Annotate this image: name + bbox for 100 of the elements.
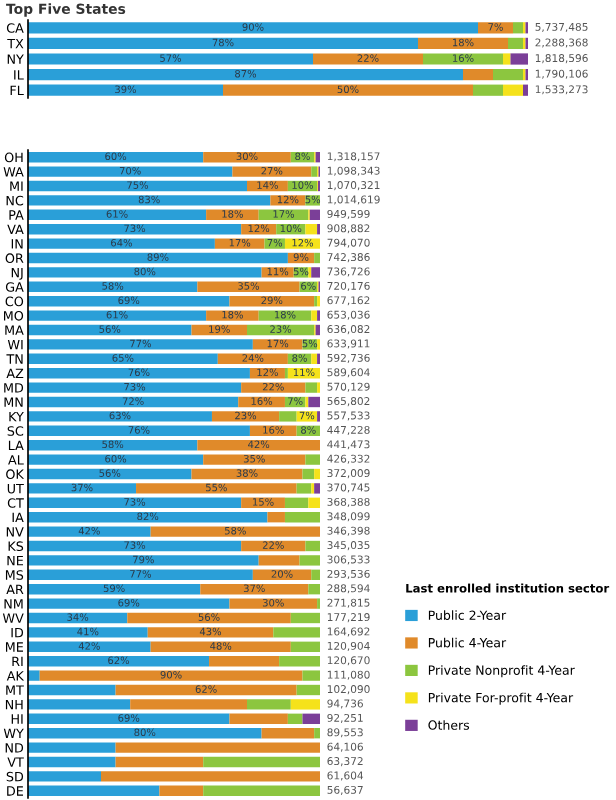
bar: [503, 53, 511, 65]
bar: [296, 684, 320, 696]
bar: [273, 627, 320, 638]
bar: [28, 180, 247, 192]
bar: [252, 339, 303, 350]
bar: [279, 411, 297, 422]
bar: [418, 37, 508, 50]
bar: [503, 84, 523, 96]
bar: [191, 468, 303, 480]
bar: [197, 440, 320, 451]
bar: [28, 440, 198, 451]
bar: [203, 785, 320, 796]
bar: [28, 742, 116, 753]
bar: [28, 540, 242, 552]
bar: [28, 368, 250, 379]
bar: [311, 353, 318, 364]
bar: [287, 713, 303, 724]
bar: [463, 68, 493, 81]
bar: [28, 684, 116, 696]
bar: [473, 84, 503, 96]
bar: [314, 728, 320, 739]
bar: [311, 569, 320, 580]
bar: [28, 612, 128, 624]
bar: [28, 238, 215, 249]
bar: [508, 37, 523, 50]
bar: [150, 641, 291, 652]
bar: [302, 670, 320, 681]
bar: [28, 84, 223, 96]
bar: [127, 612, 291, 624]
bar: [28, 497, 242, 508]
bar: [493, 68, 523, 81]
bar: [28, 209, 207, 220]
bar: [147, 627, 274, 638]
bar: [136, 483, 297, 494]
bar: [28, 353, 218, 364]
bar: [28, 771, 101, 782]
bar: [478, 22, 513, 34]
bar: [28, 152, 204, 163]
bar: [150, 526, 320, 537]
bar: [308, 396, 320, 408]
bar: [290, 699, 320, 710]
bar: [513, 22, 523, 34]
bar: [279, 656, 320, 667]
bar: [203, 454, 306, 465]
bar: [302, 713, 320, 724]
bar: [308, 584, 320, 595]
bar: [267, 512, 285, 523]
bar: [28, 267, 262, 278]
bar: [28, 756, 116, 768]
bar: [209, 656, 280, 667]
bar: [305, 224, 318, 235]
bar: [28, 339, 253, 350]
bar: [115, 756, 204, 768]
bar: [130, 699, 247, 710]
bar: [28, 324, 192, 336]
bar: [211, 411, 280, 422]
bar: [28, 281, 198, 292]
bar: [290, 612, 320, 624]
bar: [200, 584, 309, 595]
bar: [305, 454, 320, 465]
bar: [28, 68, 463, 81]
bar: [314, 252, 320, 264]
bar: [28, 396, 239, 408]
bar: [28, 252, 288, 264]
bar: [28, 584, 201, 595]
bar: [203, 756, 320, 768]
bar: [258, 310, 312, 321]
bar: [229, 713, 288, 724]
bar: [115, 742, 320, 753]
bar: [28, 37, 418, 50]
bar: [197, 281, 300, 292]
bar: [229, 598, 318, 609]
bar: [28, 483, 137, 494]
bar: [302, 468, 315, 480]
bar: [270, 195, 306, 206]
bar: [159, 785, 204, 796]
bar: [241, 382, 306, 393]
bar: [28, 728, 262, 739]
bar: [28, 627, 148, 638]
bar: [314, 468, 320, 480]
bar: [28, 656, 210, 667]
bar: [28, 598, 230, 609]
bar: [314, 483, 320, 494]
bar: [510, 53, 528, 65]
bar: [101, 771, 320, 782]
bar: [232, 166, 312, 177]
bar: [28, 310, 207, 321]
bar: [39, 670, 303, 681]
bar: [305, 540, 320, 552]
bar: [308, 497, 320, 508]
bar: [223, 84, 473, 96]
bar: [28, 526, 151, 537]
bar: [290, 641, 320, 652]
bar: [28, 53, 313, 65]
bar: [28, 224, 242, 235]
bar: [311, 310, 318, 321]
bar: [28, 166, 233, 177]
bar: [309, 209, 320, 220]
bar: [299, 555, 320, 566]
bar: [28, 512, 268, 523]
